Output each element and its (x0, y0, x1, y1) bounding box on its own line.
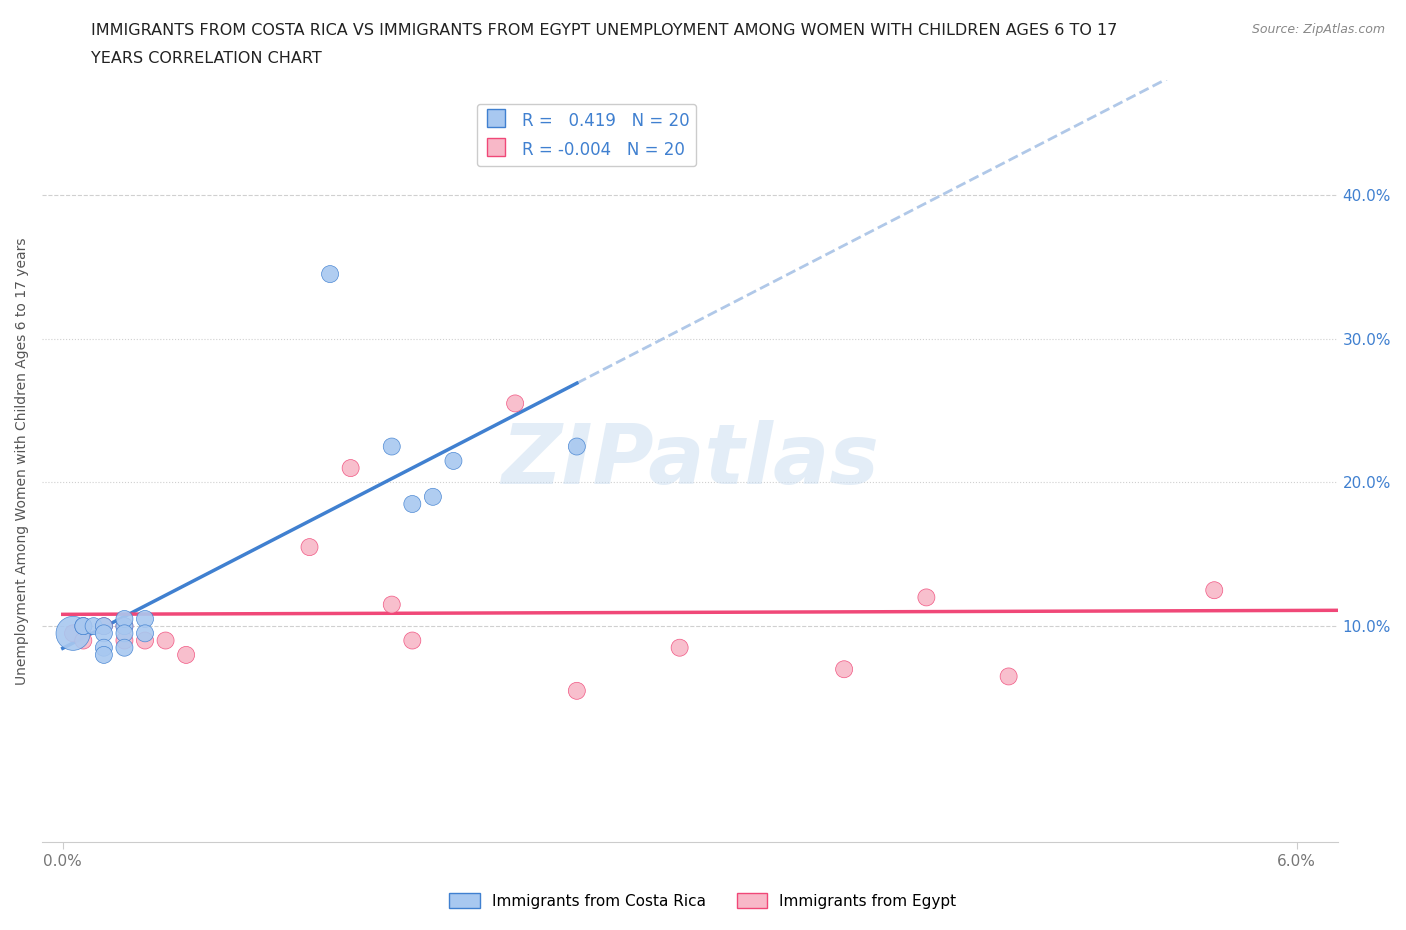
Point (565, 439, 588, 454)
Point (93, 640, 115, 655)
Point (298, 539, 321, 554)
Point (401, 497, 423, 512)
Point (114, 618, 136, 633)
Point (155, 633, 177, 648)
Point (114, 618, 136, 633)
Legend: R =   0.419   N = 20, R = -0.004   N = 20: R = 0.419 N = 20, R = -0.004 N = 20 (477, 103, 696, 166)
Point (174, 647, 197, 662)
Point (401, 633, 423, 648)
Point (422, 489, 444, 504)
Point (72, 633, 94, 648)
Point (1204, 583, 1226, 598)
Point (93, 618, 115, 633)
Legend: Immigrants from Costa Rica, Immigrants from Egypt: Immigrants from Costa Rica, Immigrants f… (443, 886, 963, 915)
Point (381, 597, 404, 612)
Point (114, 626, 136, 641)
Point (381, 439, 404, 454)
Point (997, 669, 1019, 684)
Point (62, 626, 84, 641)
Point (319, 267, 342, 282)
Point (134, 633, 156, 648)
Point (114, 640, 136, 655)
Text: YEARS CORRELATION CHART: YEARS CORRELATION CHART (91, 51, 322, 66)
Point (72, 618, 94, 633)
Point (668, 640, 690, 655)
Y-axis label: Unemployment Among Women with Children Ages 6 to 17 years: Unemployment Among Women with Children A… (15, 237, 30, 684)
Point (93, 647, 115, 662)
Text: IMMIGRANTS FROM COSTA RICA VS IMMIGRANTS FROM EGYPT UNEMPLOYMENT AMONG WOMEN WIT: IMMIGRANTS FROM COSTA RICA VS IMMIGRANTS… (91, 23, 1118, 38)
Point (339, 460, 361, 475)
Point (72, 618, 94, 633)
Point (134, 612, 156, 627)
Text: Source: ZipAtlas.com: Source: ZipAtlas.com (1251, 23, 1385, 36)
Text: ZIPatlas: ZIPatlas (501, 420, 879, 501)
Point (114, 612, 136, 627)
Point (503, 396, 526, 411)
Point (72, 618, 94, 633)
Point (832, 662, 855, 677)
Point (443, 454, 465, 469)
Point (915, 590, 938, 604)
Point (83, 618, 105, 633)
Point (565, 684, 588, 698)
Point (93, 618, 115, 633)
Point (114, 633, 136, 648)
Point (134, 626, 156, 641)
Point (93, 626, 115, 641)
Point (62, 626, 84, 641)
